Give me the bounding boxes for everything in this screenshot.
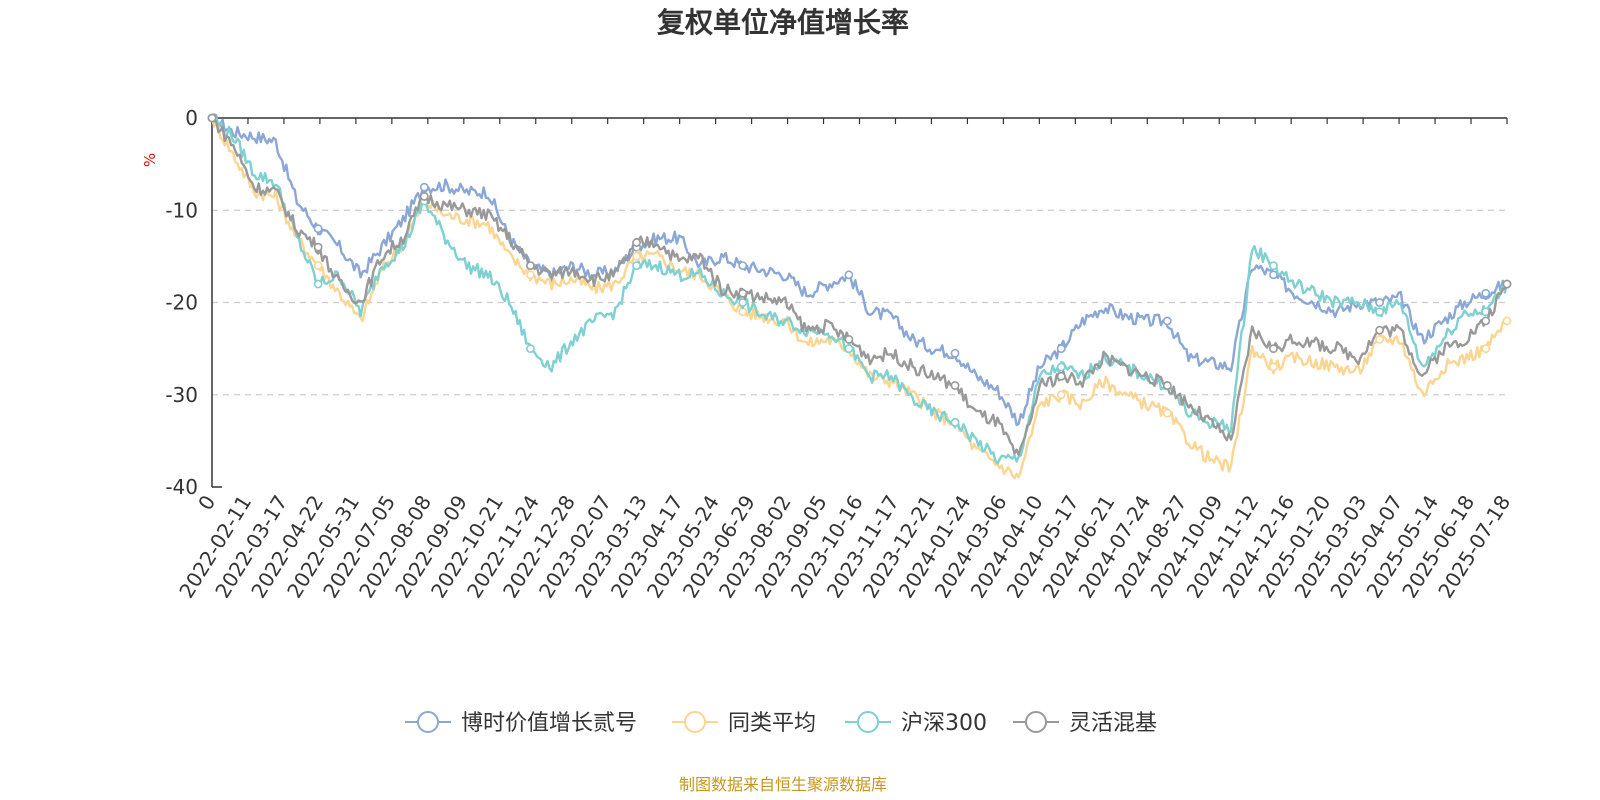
series-marker <box>844 334 854 344</box>
y-tick-label: -10 <box>165 198 198 222</box>
data-source-note: 制图数据来自恒生聚源数据库 <box>679 775 887 794</box>
legend-label: 同类平均 <box>728 711 816 736</box>
y-tick-label: -30 <box>165 383 198 407</box>
series-marker <box>313 224 323 234</box>
series-marker <box>950 348 960 358</box>
series-marker <box>844 344 854 354</box>
series-marker <box>313 242 323 252</box>
series-marker <box>632 261 641 270</box>
axes: 0-10-20-30-4002022-02-112022-03-172022-0… <box>165 106 1515 602</box>
series-marker <box>419 192 429 201</box>
series-marker <box>1162 381 1172 390</box>
series-line <box>210 113 1509 427</box>
series-line <box>211 117 1509 456</box>
series-marker <box>1375 325 1385 335</box>
legend-item[interactable]: 灵活混基 <box>1013 711 1157 736</box>
legend-label: 灵活混基 <box>1069 711 1157 736</box>
series-marker <box>1375 298 1385 307</box>
series-marker <box>950 381 960 390</box>
series-marker <box>1481 316 1491 326</box>
legend-marker <box>1025 711 1047 733</box>
series-marker <box>1056 371 1066 381</box>
series-marker <box>1056 344 1066 354</box>
series-marker <box>738 261 748 270</box>
series-marker <box>632 238 641 247</box>
y-tick-label: -40 <box>165 475 198 499</box>
legend-marker <box>684 711 706 733</box>
series-marker <box>632 251 641 261</box>
y-axis-unit-label: % <box>141 153 159 167</box>
series-marker <box>207 113 217 123</box>
series-marker <box>1269 362 1278 372</box>
y-tick-label: -20 <box>165 291 198 315</box>
series-marker <box>1056 362 1066 372</box>
y-tick-label: 0 <box>185 106 198 130</box>
series-marker <box>1269 261 1278 270</box>
series-marker <box>738 298 748 307</box>
legend-item[interactable]: 同类平均 <box>672 711 816 736</box>
series-lines <box>207 113 1512 480</box>
series-marker <box>1481 344 1491 354</box>
x-tick-label: 0 <box>193 491 220 515</box>
chart-title: 复权单位净值增长率 <box>657 6 909 39</box>
legend-item[interactable]: 沪深300 <box>845 711 987 736</box>
series-marker <box>844 270 854 280</box>
series-marker <box>1375 307 1385 317</box>
legend-marker <box>417 711 439 733</box>
series-marker <box>1056 390 1066 400</box>
series-marker <box>738 307 748 317</box>
series-marker <box>1269 270 1278 280</box>
legend-label: 博时价值增长贰号 <box>461 711 637 736</box>
grid-lines <box>212 209 1507 396</box>
legend-label: 沪深300 <box>901 711 987 736</box>
series-line <box>210 117 1508 480</box>
series-marker <box>313 279 323 289</box>
series-marker <box>1162 316 1172 326</box>
series-marker <box>313 261 323 270</box>
series-marker <box>950 418 960 427</box>
series-marker <box>1162 408 1172 418</box>
series-marker <box>1269 344 1278 354</box>
series-line <box>210 117 1509 465</box>
legend-marker <box>857 711 879 733</box>
series-marker <box>1502 316 1512 326</box>
series-marker <box>738 288 748 298</box>
series-marker <box>526 270 535 280</box>
legend-item[interactable]: 博时价值增长贰号 <box>405 711 637 736</box>
series-marker <box>526 261 535 270</box>
series-marker <box>1481 288 1491 298</box>
series-marker <box>526 344 535 354</box>
series-marker <box>419 182 429 192</box>
series-marker <box>1502 279 1512 289</box>
series-marker <box>1375 334 1385 344</box>
legend: 博时价值增长贰号 同类平均 沪深300 灵活混基 <box>405 711 1157 736</box>
